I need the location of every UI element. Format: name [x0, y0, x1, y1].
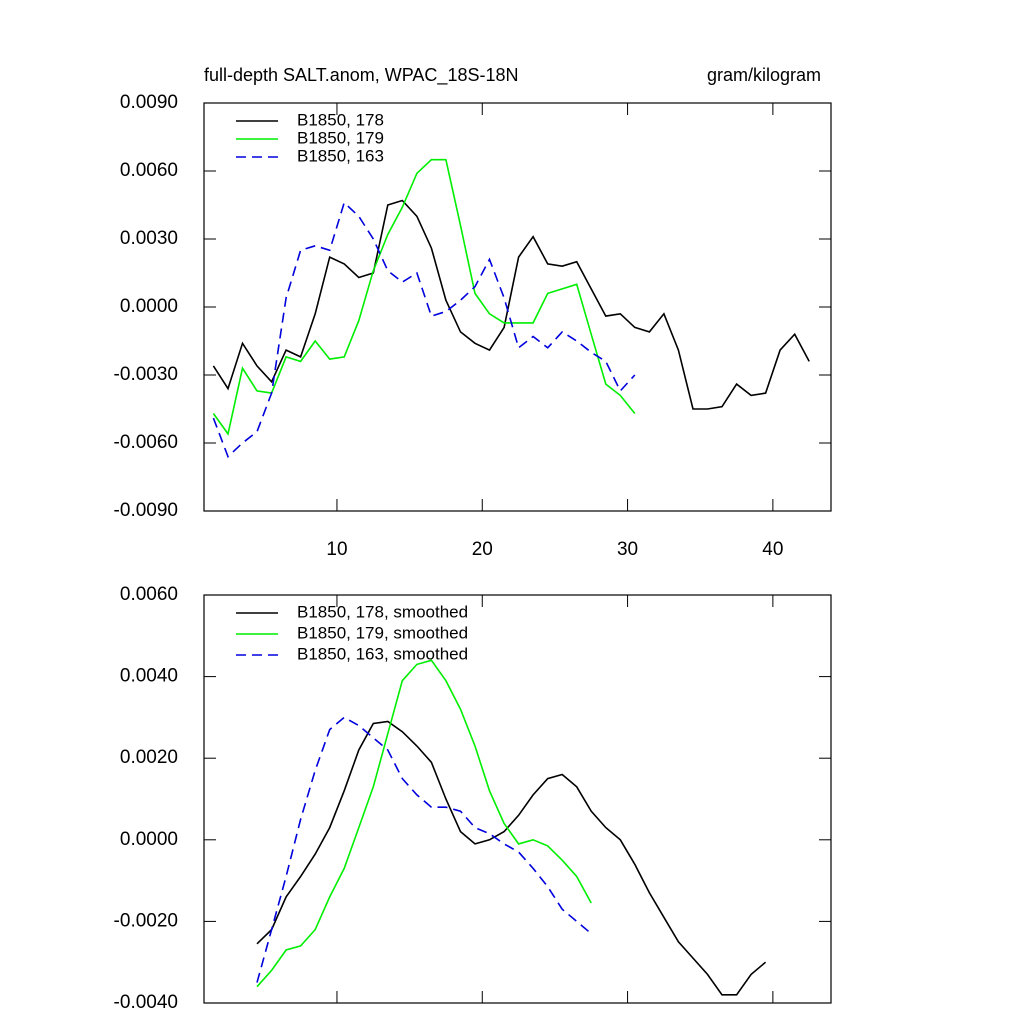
legend-label: B1850, 179 — [297, 128, 384, 147]
series-line — [256, 659, 592, 988]
series-line — [256, 720, 767, 996]
x-tick-label: 40 — [762, 539, 783, 560]
y-tick-label: 0.0030 — [120, 228, 178, 249]
y-tick-label: 0.0040 — [120, 666, 178, 687]
plot-frame — [203, 594, 832, 1004]
units-title: gram/kilogram — [707, 65, 821, 85]
legend-label: B1850, 178 — [297, 110, 384, 129]
series-line — [212, 199, 810, 410]
series-line — [212, 158, 636, 436]
series-line — [256, 716, 592, 983]
x-tick-label: 30 — [617, 539, 638, 560]
y-tick-label: -0.0020 — [114, 910, 178, 931]
legend-label: B1850, 163 — [297, 146, 384, 165]
y-tick-label: 0.0060 — [120, 160, 178, 181]
x-tick-label: 20 — [472, 539, 493, 560]
legend-label: B1850, 179, smoothed — [297, 623, 468, 642]
y-tick-label: 0.0020 — [120, 747, 178, 768]
x-tick-label: 10 — [326, 539, 347, 560]
y-tick-label: -0.0060 — [114, 432, 178, 453]
y-tick-label: 0.0000 — [120, 296, 178, 317]
legend-label: B1850, 178, smoothed — [297, 602, 468, 621]
series-line — [212, 201, 636, 459]
y-tick-label: 0.0060 — [120, 584, 178, 605]
y-tick-label: -0.0030 — [114, 364, 178, 385]
y-tick-label: -0.0090 — [114, 500, 178, 521]
chart-title: full-depth SALT.anom, WPAC_18S-18N — [204, 65, 518, 86]
legend-label: B1850, 163, smoothed — [297, 644, 468, 663]
y-tick-label: 0.0090 — [120, 92, 178, 113]
y-tick-label: 0.0000 — [120, 829, 178, 850]
y-tick-label: -0.0040 — [114, 992, 178, 1013]
